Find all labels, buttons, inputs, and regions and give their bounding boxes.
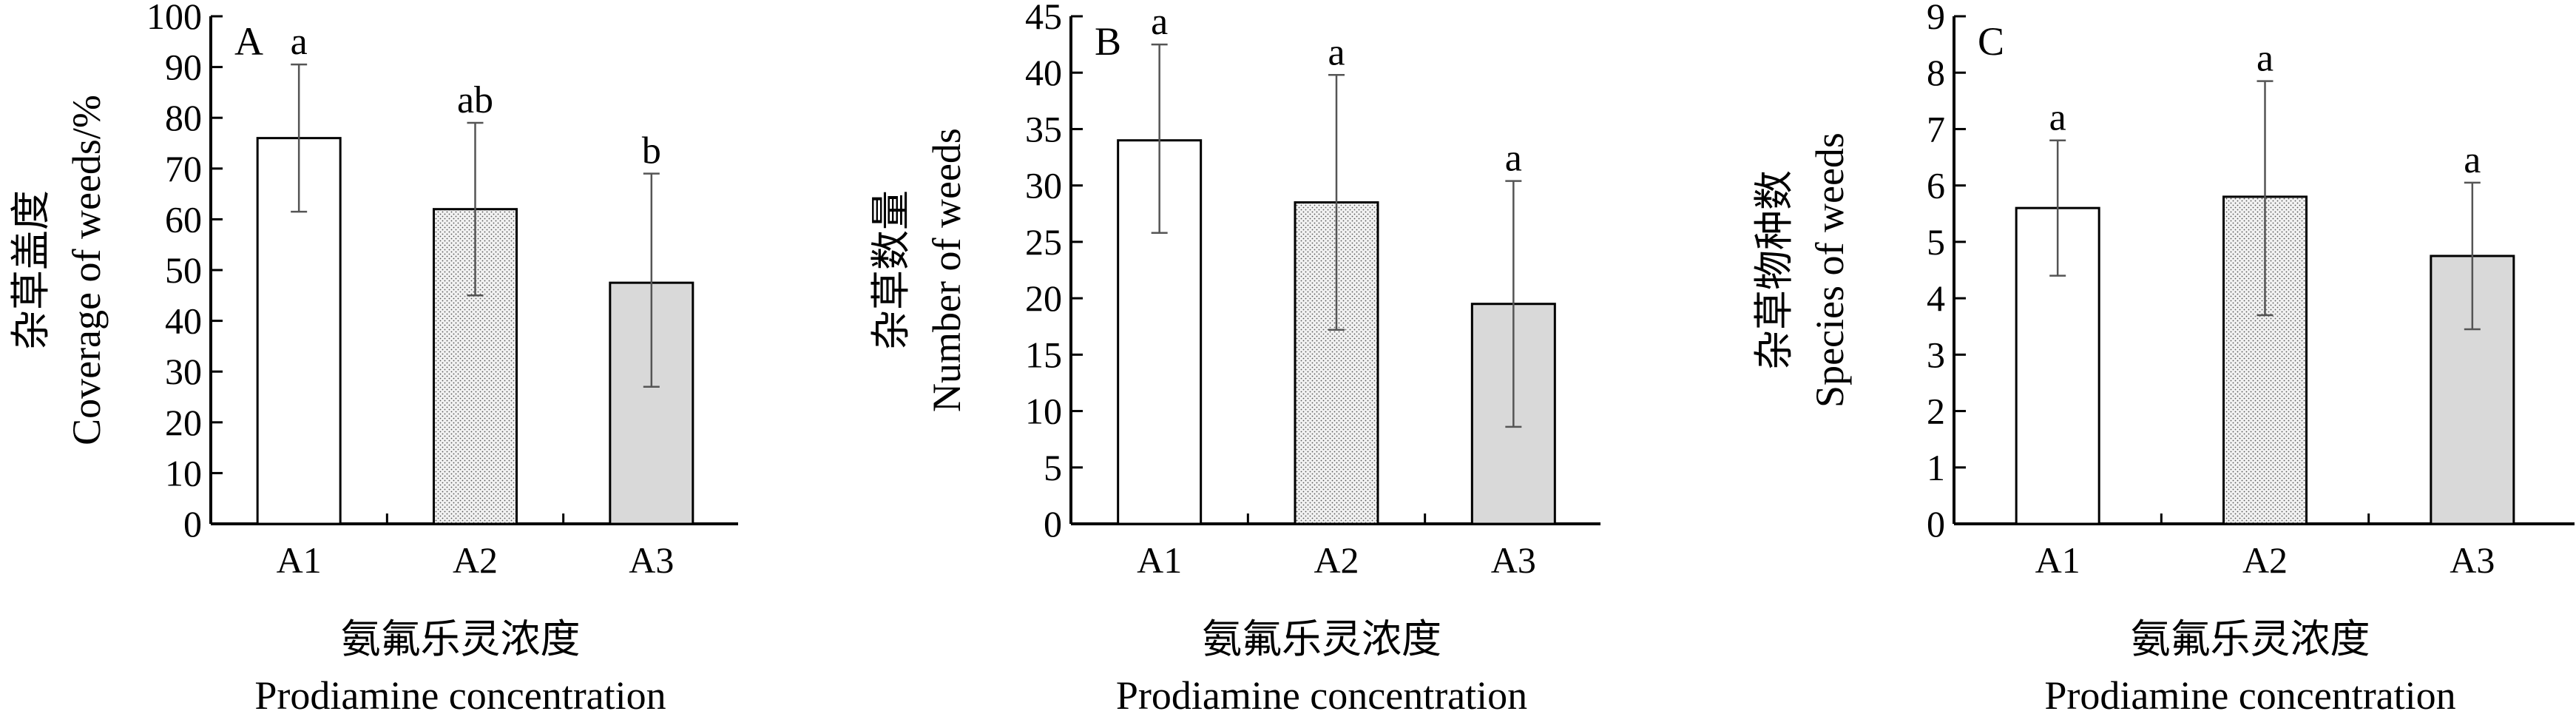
panel-c-y-tick-label: 1 [1927,447,1945,488]
panel-a-x-title-en: Prodiamine concentration [254,673,666,714]
panel-a-y-tick-label: 10 [165,452,202,494]
panel-b-x-tick-label: A3 [1491,539,1536,581]
panel-a-y-tick-label: 40 [165,300,202,342]
panel-c-panel-letter: C [1978,19,2004,64]
panel-c-significance-label: a [2256,38,2274,80]
panel-c-significance-label: a [2049,97,2066,139]
panel-c-x-title-cn: 氨氟乐灵浓度 [2131,617,2370,661]
panel-c-y-tick-label: 0 [1927,503,1945,545]
panel-c-x-tick-label: A2 [2242,539,2288,581]
panel-b-y-tick-label: 25 [1025,221,1062,263]
panel-c-y-tick-label: 8 [1927,52,1945,93]
panel-b-significance-label: a [1505,138,1522,180]
panel-a-x-tick-label: A1 [277,539,322,581]
panel-b-x-tick-label: A1 [1137,539,1182,581]
panel-b-y-tick-label: 30 [1025,165,1062,206]
panel-b-y-tick-label: 0 [1044,503,1062,545]
panel-b-y-tick-label: 15 [1025,334,1062,375]
panel-b-y-title-cn: 杂草数量 [869,190,913,350]
panel-a-y-tick-label: 70 [165,148,202,189]
panel-c-y-tick-label: 7 [1927,108,1945,149]
panel-b-y-tick-label: 45 [1025,0,1062,37]
panel-b-x-title-en: Prodiamine concentration [1116,673,1527,714]
panel-b-x-tick-label: A2 [1314,539,1359,581]
panel-a: 0 10 20 30 40 50 60 70 80 90 100 a A1 ab A2 b A3 A 氨氟乐灵浓度 P… [9,0,738,714]
panel-c: 0 1 2 3 4 5 6 7 8 9 a A1 a A2 a A3 C 氨氟乐灵浓度 Prodiamine con… [1752,0,2575,714]
panel-b-y-tick-label: 5 [1044,447,1062,488]
panel-c-y-tick-label: 5 [1927,221,1945,263]
panel-c-x-tick-label: A3 [2450,539,2495,581]
panel-c-y-tick-label: 2 [1927,391,1945,432]
panel-a-panel-letter: A [234,19,263,64]
panel-a-significance-label: b [642,130,661,172]
panel-a-y-tick-label: 90 [165,47,202,88]
panel-a-significance-label: ab [457,79,493,121]
panel-c-y-tick-label: 6 [1927,165,1945,206]
panel-a-y-tick-label: 20 [165,402,202,443]
panel-a-x-title-cn: 氨氟乐灵浓度 [341,617,581,661]
panel-b: 0 5 10 15 20 25 30 35 40 45 a A1 a A2 a A3 B 氨氟乐灵浓度 Prodia… [869,0,1600,714]
panel-c-x-tick-label: A1 [2035,539,2080,581]
panel-a-x-tick-label: A3 [629,539,674,581]
panel-c-y-tick-label: 9 [1927,0,1945,37]
panel-c-x-title-en: Prodiamine concentration [2044,673,2455,714]
panel-a-y-tick-label: 80 [165,97,202,138]
panel-a-y-tick-label: 30 [165,351,202,392]
panel-b-significance-label: a [1151,1,1168,43]
panel-a-y-tick-label: 100 [146,0,202,37]
panel-a-y-tick-label: 50 [165,249,202,291]
panel-a-y-title-cn: 杂草盖度 [9,190,53,350]
panel-a-significance-label: a [291,21,308,63]
panel-b-y-title-en: Number of weeds [924,128,969,412]
panel-a-y-tick-label: 0 [183,503,202,545]
panel-b-x-title-cn: 氨氟乐灵浓度 [1202,617,1441,661]
panel-b-significance-label: a [1328,31,1345,73]
panel-b-y-tick-label: 35 [1025,108,1062,149]
panel-c-y-title-cn: 杂草物种数 [1752,170,1796,370]
panel-c-y-title-en: Species of weeds [1808,132,1852,408]
panel-a-y-tick-label: 60 [165,198,202,240]
panel-a-x-tick-label: A2 [453,539,498,581]
panel-b-y-tick-label: 20 [1025,277,1062,319]
panel-b-y-tick-label: 10 [1025,391,1062,432]
panel-c-y-tick-label: 3 [1927,334,1945,375]
panel-a-y-title-en: Coverage of weeds/% [64,95,109,445]
panel-c-y-tick-label: 4 [1927,277,1945,319]
panel-b-panel-letter: B [1095,19,1121,64]
panel-c-significance-label: a [2464,139,2481,181]
panel-b-y-tick-label: 40 [1025,52,1062,93]
